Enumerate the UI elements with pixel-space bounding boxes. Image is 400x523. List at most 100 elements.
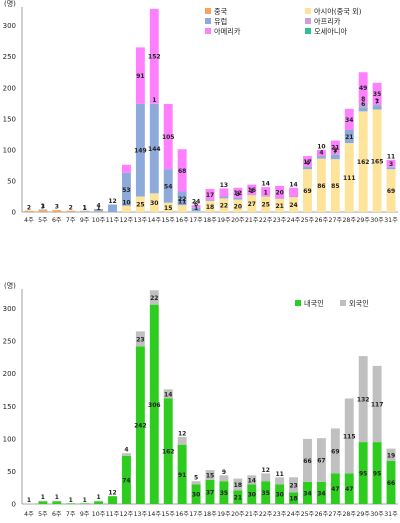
chart1-bar-segment bbox=[316, 158, 326, 212]
chart2-bar-segment bbox=[177, 444, 187, 504]
chart1-data-label: 1 bbox=[250, 188, 254, 195]
chart1-bar-segment bbox=[205, 200, 215, 212]
chart1-bar-segment bbox=[303, 166, 312, 170]
chart2-data-label: 14 bbox=[164, 391, 172, 398]
chart1-data-label: 2 bbox=[333, 147, 337, 154]
chart1-legend-label: 오세아니아 bbox=[314, 27, 347, 36]
chart2-data-label: 1 bbox=[55, 494, 59, 501]
chart1-data-label: 8 bbox=[361, 96, 365, 103]
chart1-xtick-label: 22주 bbox=[259, 217, 273, 224]
chart1-data-label: 20 bbox=[234, 203, 242, 210]
chart2-xtick-label: 15주 bbox=[161, 511, 175, 518]
chart1-bar-segment bbox=[163, 169, 173, 203]
chart1-ytick-label: 250 bbox=[3, 53, 16, 61]
chart1-data-label: 6 bbox=[361, 101, 365, 108]
chart2-xtick-label: 29주 bbox=[356, 511, 370, 518]
chart2-xtick-label: 18주 bbox=[203, 511, 217, 518]
chart1-bar-segment bbox=[261, 196, 271, 212]
chart2-data-label: 4 bbox=[124, 447, 128, 454]
chart1-data-label: 21 bbox=[345, 134, 353, 141]
chart2-data-label: 34 bbox=[317, 490, 325, 497]
chart2-data-label: 306 bbox=[148, 402, 161, 409]
chart1-data-label: 25 bbox=[262, 202, 270, 209]
chart2-bar-segment bbox=[80, 503, 90, 504]
chart1-data-label: 7 bbox=[333, 148, 337, 155]
chart2-data-label: 18 bbox=[234, 482, 242, 489]
chart1-data-label: 149 bbox=[134, 148, 147, 155]
chart1-xtick-label: 13주 bbox=[134, 217, 148, 224]
chart2-data-label: 1 bbox=[96, 494, 100, 501]
chart1-ytick-label: 300 bbox=[3, 22, 16, 30]
chart1-data-label: 1 bbox=[264, 189, 268, 196]
chart2-data-label: 47 bbox=[331, 486, 339, 493]
chart2-bar-segment bbox=[24, 503, 34, 504]
chart2-y-unit: (명) bbox=[4, 281, 16, 290]
chart1-xtick-label: 29주 bbox=[356, 217, 370, 224]
chart1-data-label: 15 bbox=[164, 205, 172, 212]
chart2-data-label: 9 bbox=[222, 469, 226, 476]
chart2-ytick-label: 250 bbox=[3, 338, 16, 346]
chart2-bar-segment bbox=[135, 346, 145, 504]
chart2-data-label: 30 bbox=[248, 492, 256, 499]
chart1-bar-segment bbox=[372, 105, 382, 110]
chart1-bar-segment bbox=[80, 211, 90, 212]
chart2-bar-segment bbox=[316, 438, 326, 482]
chart1-xtick-label: 18주 bbox=[203, 217, 217, 224]
chart2-bar-segment bbox=[121, 455, 131, 504]
chart1-data-label: 152 bbox=[148, 54, 161, 61]
chart1-xtick-label: 25주 bbox=[301, 217, 315, 224]
chart2-ytick-label: 100 bbox=[3, 435, 16, 443]
chart2-data-label: 1 bbox=[27, 497, 31, 504]
chart1-ytick-label: 50 bbox=[7, 177, 16, 185]
chart1-bar-segment bbox=[330, 153, 340, 155]
chart1-data-label: 1 bbox=[375, 98, 379, 105]
chart2-bar-segment bbox=[163, 398, 173, 504]
chart1-data-label: 69 bbox=[387, 188, 395, 195]
chart1-bar-segment bbox=[163, 202, 173, 212]
chart1-data-label: 85 bbox=[331, 183, 339, 190]
chart1-data-label: 91 bbox=[136, 73, 144, 80]
chart1-bar-segment bbox=[275, 198, 285, 212]
chart1-data-label: 1 bbox=[194, 205, 198, 212]
chart2-data-label: 30 bbox=[192, 492, 200, 499]
chart2-xtick-label: 20주 bbox=[231, 511, 245, 518]
chart2-xtick-label: 31주 bbox=[384, 511, 398, 518]
chart2-xtick-label: 16주 bbox=[175, 511, 189, 518]
chart1-data-label: 4 bbox=[96, 202, 100, 209]
chart2-bar-segment bbox=[163, 389, 173, 399]
chart1-data-label: 30 bbox=[150, 200, 158, 207]
chart2-bar-segment bbox=[108, 496, 117, 504]
chart2-bar-segment bbox=[330, 473, 340, 504]
chart1-data-label: 4 bbox=[305, 160, 309, 167]
chart1-legend-swatch bbox=[305, 8, 311, 14]
chart1-xtick-label: 19주 bbox=[217, 217, 231, 224]
chart2-xtick-label: 6주 bbox=[52, 511, 62, 518]
chart1-bar-segment bbox=[386, 159, 396, 167]
chart1-bar-segment bbox=[372, 82, 382, 105]
chart1-data-label: 86 bbox=[317, 183, 325, 190]
chart1-data-label: 14 bbox=[289, 181, 297, 188]
chart1-data-label: 22 bbox=[220, 203, 228, 210]
chart2-bar-segment bbox=[303, 438, 312, 482]
chart1-bar-segment bbox=[149, 193, 159, 212]
chart2-data-label: 115 bbox=[343, 433, 356, 440]
chart1-bar-segment bbox=[372, 109, 382, 212]
chart2-xtick-label: 26주 bbox=[315, 511, 329, 518]
chart1-ytick-label: 0 bbox=[12, 209, 16, 217]
chart2-data-label: 1 bbox=[83, 497, 87, 504]
chart1-data-label: 54 bbox=[164, 183, 172, 190]
chart2-data-label: 95 bbox=[359, 471, 367, 478]
chart2-bar-segment bbox=[316, 481, 326, 504]
chart1-data-label: 13 bbox=[220, 182, 228, 189]
chart1-data-label: 1 bbox=[152, 97, 156, 104]
chart2-xtick-label: 14주 bbox=[148, 511, 162, 518]
chart2-bar-segment bbox=[261, 473, 271, 482]
chart1-bar-segment bbox=[219, 198, 229, 212]
chart1-bar-segment bbox=[121, 205, 131, 212]
chart1-ytick-label: 200 bbox=[3, 84, 16, 92]
chart2-data-label: 66 bbox=[303, 458, 311, 465]
chart2-bar-segment bbox=[38, 501, 48, 504]
chart1-data-label: 12 bbox=[234, 190, 242, 197]
chart2-bar-segment bbox=[205, 470, 215, 480]
chart1-data-label: 162 bbox=[357, 159, 370, 166]
